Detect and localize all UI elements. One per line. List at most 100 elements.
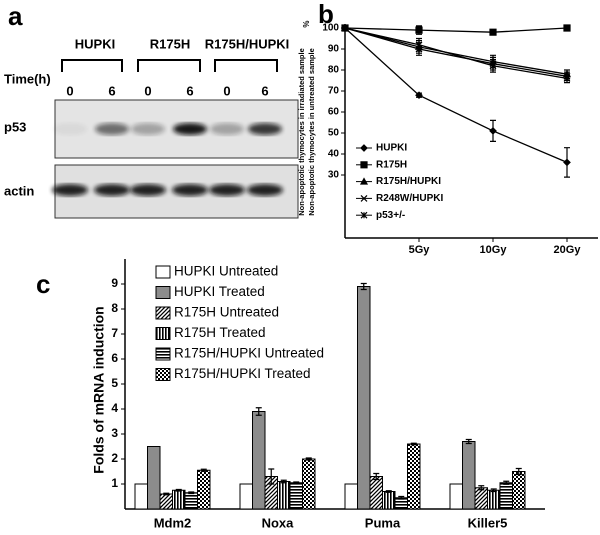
- bar: [382, 491, 396, 510]
- y-tick-label: 4: [111, 401, 118, 415]
- row-label: p53: [4, 119, 26, 134]
- band: [247, 184, 283, 196]
- legend-swatch: [155, 327, 171, 340]
- time: 0: [66, 83, 73, 98]
- bar: [407, 443, 421, 510]
- y-unit: %: [302, 20, 311, 27]
- row-label: actin: [4, 183, 34, 198]
- bracket: [61, 59, 278, 72]
- legend-label: R175H Untreated: [174, 305, 279, 320]
- error-bar: [465, 438, 472, 445]
- y-tick-label: 3: [111, 426, 118, 440]
- x-tick-label: Mdm2: [154, 515, 192, 530]
- bar: [197, 469, 211, 510]
- marker: [563, 72, 571, 80]
- error-bar: [373, 472, 380, 481]
- y-tick-label: 7: [111, 326, 118, 340]
- bar: [147, 446, 161, 510]
- error-bar: [255, 407, 262, 416]
- x-tick-label: 20Gy: [554, 244, 582, 256]
- legend-swatch: [155, 368, 171, 381]
- bar: [369, 476, 383, 510]
- y-tick-label: 1: [111, 476, 118, 490]
- marker: [415, 91, 423, 100]
- marker: [415, 45, 423, 53]
- line: [344, 27, 568, 33]
- legend-label: R175H/HUPKI Untreated: [174, 346, 324, 361]
- error-bar: [200, 468, 207, 472]
- bar: [252, 411, 266, 510]
- bar: [449, 483, 463, 510]
- error-bar: [163, 492, 170, 496]
- band: [210, 123, 244, 135]
- time: 0: [144, 83, 151, 98]
- bar: [239, 483, 253, 510]
- band: [209, 184, 245, 196]
- x-tick-label: Noxa: [262, 515, 295, 530]
- x-tick-label: Puma: [365, 515, 401, 530]
- group-label: R175H: [150, 36, 190, 51]
- marker: [489, 28, 497, 36]
- group-label: R175H/HUPKI: [205, 36, 290, 51]
- legend-label: R175H Treated: [174, 325, 266, 340]
- error-bar: [188, 491, 195, 495]
- legend-marker: [360, 161, 368, 169]
- legend-label: R175H/HUPKI Treated: [174, 366, 311, 381]
- legend-marker: [359, 177, 369, 185]
- legend-swatch: [155, 306, 171, 320]
- y-tick-label: 5: [111, 376, 118, 390]
- legend-marker: [360, 194, 368, 202]
- marker: [489, 127, 497, 135]
- error-bar: [490, 488, 497, 493]
- y-label: Non-apoptotic thymocytes in irradiated s…: [297, 48, 306, 216]
- legend-swatch: [155, 265, 171, 279]
- y-tick-label: 2: [111, 451, 118, 465]
- line: [344, 27, 568, 163]
- y-tick-label: 50: [328, 128, 340, 139]
- line: [344, 27, 568, 80]
- time-label: Time(h): [4, 71, 51, 86]
- bar: [289, 482, 303, 510]
- marker: [415, 26, 423, 34]
- time: 0: [223, 83, 230, 98]
- x-tick-label: 5Gy: [409, 244, 431, 256]
- error-bar: [385, 490, 392, 493]
- band: [173, 123, 207, 135]
- line: [344, 27, 568, 77]
- x-tick-label: 10Gy: [480, 244, 508, 256]
- legend-label: HUPKI Untreated: [174, 264, 278, 279]
- time: 6: [108, 83, 115, 98]
- legend-swatch: [155, 347, 171, 361]
- y-tick-label: 100: [322, 23, 339, 34]
- x-tick-label: Killer5: [468, 515, 508, 530]
- time: 6: [261, 83, 268, 98]
- marker: [341, 24, 349, 32]
- error-bar: [268, 468, 275, 485]
- legend-label: R175H: [376, 159, 407, 170]
- panel-label: b: [318, 0, 334, 29]
- bar: [184, 492, 198, 510]
- group-label: HUPKI: [75, 36, 115, 51]
- bar: [344, 483, 358, 510]
- error-bar: [175, 488, 182, 492]
- bar: [357, 286, 371, 510]
- bar: [302, 458, 316, 510]
- y-tick-label: 30: [328, 170, 340, 181]
- y-tick-label: 60: [328, 107, 340, 118]
- marker: [563, 24, 571, 32]
- y-tick-label: 80: [328, 65, 340, 76]
- legend-label: HUPKI: [376, 143, 407, 154]
- bar: [172, 489, 186, 510]
- error-bar: [293, 481, 300, 485]
- bar: [474, 487, 488, 510]
- legend-swatch: [155, 286, 171, 299]
- error-bar: [360, 282, 367, 291]
- legend-label: R248W/HUPKI: [376, 193, 443, 204]
- legend-marker: [360, 211, 368, 219]
- bar: [487, 489, 501, 510]
- y-tick-label: 40: [328, 149, 340, 160]
- band: [248, 123, 282, 135]
- bar: [277, 481, 291, 510]
- y-label: Non-apoptotic thymocytes in untreated sa…: [307, 48, 316, 216]
